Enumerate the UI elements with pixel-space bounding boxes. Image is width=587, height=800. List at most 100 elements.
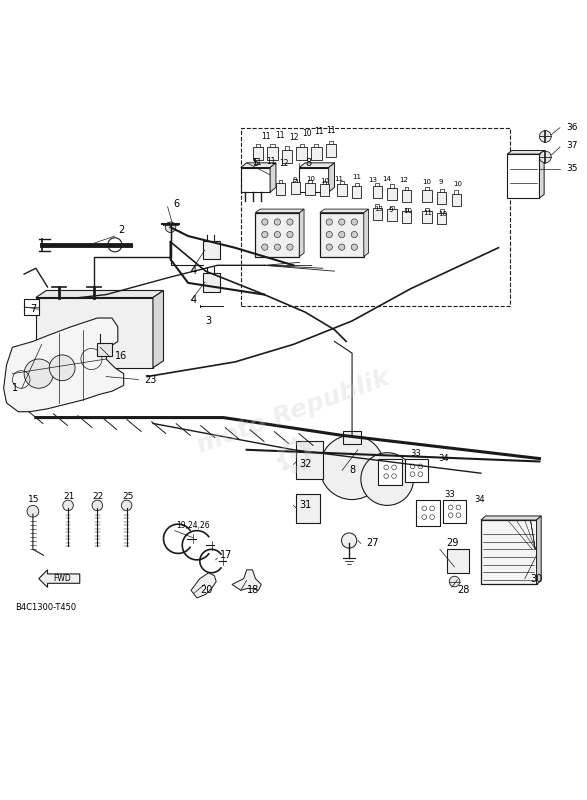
- Text: 16: 16: [115, 351, 127, 361]
- Text: 12: 12: [399, 177, 408, 183]
- Circle shape: [108, 238, 122, 252]
- Polygon shape: [539, 150, 544, 198]
- Text: 34: 34: [438, 454, 450, 463]
- FancyBboxPatch shape: [373, 186, 382, 198]
- Text: 4: 4: [191, 295, 197, 306]
- Text: 10: 10: [404, 209, 413, 214]
- Text: 21: 21: [63, 492, 75, 501]
- FancyBboxPatch shape: [267, 147, 278, 160]
- Polygon shape: [36, 290, 164, 298]
- Text: 19,24,26: 19,24,26: [176, 522, 210, 530]
- Text: 11: 11: [275, 131, 284, 140]
- FancyBboxPatch shape: [203, 273, 220, 292]
- Polygon shape: [232, 570, 261, 590]
- Circle shape: [339, 219, 345, 225]
- FancyBboxPatch shape: [296, 147, 307, 160]
- Circle shape: [339, 244, 345, 250]
- Circle shape: [262, 219, 268, 225]
- FancyBboxPatch shape: [373, 208, 382, 220]
- Circle shape: [122, 500, 132, 510]
- FancyBboxPatch shape: [481, 520, 537, 585]
- Text: FWD: FWD: [53, 574, 71, 583]
- Circle shape: [63, 500, 73, 510]
- FancyBboxPatch shape: [507, 154, 539, 198]
- Polygon shape: [320, 209, 369, 213]
- Polygon shape: [153, 290, 164, 368]
- Text: 11: 11: [252, 158, 262, 167]
- Circle shape: [287, 244, 293, 250]
- FancyBboxPatch shape: [338, 185, 347, 196]
- Text: 14: 14: [383, 176, 392, 182]
- FancyBboxPatch shape: [422, 211, 431, 223]
- Circle shape: [274, 231, 281, 238]
- FancyBboxPatch shape: [437, 213, 446, 224]
- Circle shape: [262, 244, 268, 250]
- Text: 35: 35: [566, 164, 577, 173]
- Text: 33: 33: [411, 450, 421, 458]
- Text: 11: 11: [326, 126, 335, 135]
- Text: 10: 10: [422, 179, 431, 185]
- Text: 27: 27: [367, 538, 379, 549]
- Text: 15: 15: [28, 495, 40, 504]
- Text: 33: 33: [444, 490, 456, 499]
- FancyBboxPatch shape: [417, 499, 440, 526]
- FancyBboxPatch shape: [402, 211, 411, 223]
- Text: 10: 10: [453, 182, 463, 187]
- Circle shape: [24, 359, 53, 388]
- Circle shape: [274, 219, 281, 225]
- Text: 9: 9: [292, 178, 297, 183]
- FancyBboxPatch shape: [320, 213, 364, 257]
- Circle shape: [449, 576, 460, 587]
- FancyBboxPatch shape: [379, 458, 402, 485]
- Text: 32: 32: [299, 459, 312, 470]
- Polygon shape: [329, 163, 335, 192]
- Circle shape: [262, 231, 268, 238]
- FancyBboxPatch shape: [402, 190, 411, 202]
- Text: 10: 10: [302, 129, 312, 138]
- FancyBboxPatch shape: [97, 343, 112, 356]
- FancyBboxPatch shape: [276, 183, 285, 195]
- FancyBboxPatch shape: [320, 185, 329, 196]
- Text: 11: 11: [423, 210, 433, 216]
- FancyBboxPatch shape: [291, 182, 300, 194]
- Circle shape: [351, 231, 357, 238]
- FancyBboxPatch shape: [405, 458, 428, 482]
- FancyBboxPatch shape: [422, 190, 431, 202]
- Text: B4C1300-T450: B4C1300-T450: [15, 603, 76, 612]
- Polygon shape: [255, 209, 304, 213]
- Text: 7: 7: [30, 304, 36, 314]
- Text: 12: 12: [279, 159, 288, 168]
- FancyBboxPatch shape: [24, 298, 39, 315]
- Polygon shape: [36, 298, 153, 368]
- Polygon shape: [4, 318, 124, 412]
- FancyBboxPatch shape: [437, 192, 446, 204]
- Text: 11: 11: [335, 176, 343, 182]
- FancyBboxPatch shape: [296, 494, 320, 523]
- FancyBboxPatch shape: [447, 550, 469, 573]
- Text: 3: 3: [205, 316, 212, 326]
- Text: 13: 13: [375, 206, 383, 212]
- FancyBboxPatch shape: [255, 213, 299, 257]
- Circle shape: [326, 219, 332, 225]
- FancyBboxPatch shape: [241, 167, 270, 192]
- FancyBboxPatch shape: [203, 241, 220, 259]
- FancyBboxPatch shape: [305, 183, 315, 195]
- Text: 34: 34: [474, 495, 484, 504]
- Circle shape: [27, 506, 39, 517]
- Text: 8: 8: [305, 158, 311, 168]
- Circle shape: [326, 231, 332, 238]
- Circle shape: [274, 244, 281, 250]
- FancyBboxPatch shape: [352, 186, 362, 198]
- Text: moto Republik: moto Republik: [194, 366, 393, 458]
- Text: 2: 2: [118, 225, 124, 235]
- Text: 36: 36: [566, 123, 577, 132]
- Circle shape: [320, 435, 384, 499]
- Text: 29: 29: [446, 538, 458, 549]
- Text: 8: 8: [349, 466, 355, 475]
- Text: 23: 23: [144, 374, 157, 385]
- FancyBboxPatch shape: [282, 150, 292, 163]
- FancyBboxPatch shape: [296, 441, 323, 479]
- Circle shape: [342, 533, 357, 548]
- Polygon shape: [299, 163, 335, 167]
- Text: 30: 30: [531, 574, 543, 584]
